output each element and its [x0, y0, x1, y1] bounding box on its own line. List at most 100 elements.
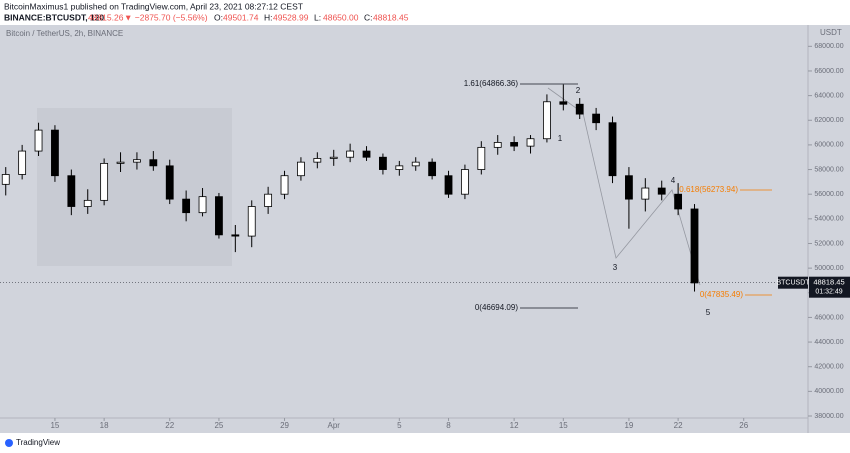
candle-body	[625, 175, 633, 200]
wave-line	[547, 87, 701, 286]
wave-label: 1	[558, 134, 563, 143]
candle-body	[690, 208, 699, 284]
ohlc-value: 49501.74	[223, 12, 259, 22]
y-tick-label: 38000.00	[814, 413, 843, 420]
candle-body	[543, 101, 551, 140]
candle-body	[510, 142, 519, 147]
y-tick-label: 64000.00	[814, 92, 843, 99]
candle-body	[674, 193, 683, 210]
y-tick-label: 68000.00	[814, 43, 843, 50]
candle-body	[329, 156, 338, 159]
y-tick-label: 54000.00	[814, 216, 843, 223]
candle-body	[67, 175, 76, 207]
x-tick-label: 25	[214, 421, 223, 430]
y-tick-label: 40000.00	[814, 388, 843, 395]
symbol-tag-label: BTCUSDT	[776, 280, 810, 287]
wave-label: 4	[671, 176, 676, 185]
x-tick-label: 18	[100, 421, 109, 430]
candle-body	[313, 158, 322, 163]
ohlc-key: C:	[364, 12, 373, 22]
y-tick-label: 62000.00	[814, 117, 843, 124]
candle-body	[1, 174, 10, 185]
x-tick-label: 29	[280, 421, 289, 430]
candle-body	[657, 187, 666, 195]
fib-label: 1.61(64866.36)	[464, 79, 519, 88]
x-tick-label: 12	[510, 421, 519, 430]
wave-label: 2	[576, 86, 581, 95]
fib-label: 0(46694.09)	[475, 303, 518, 312]
candle-body	[461, 169, 469, 195]
symbol-tag	[778, 276, 808, 289]
candle-body	[346, 150, 355, 158]
ohlc-value: 48818.45	[373, 12, 409, 22]
candle-body	[165, 165, 174, 200]
ohlc-key: L:	[314, 12, 321, 22]
y-unit: USDT	[820, 28, 842, 37]
ohlc-key: H:	[264, 12, 273, 22]
price-tag	[809, 276, 850, 298]
x-tick-label: 22	[674, 421, 683, 430]
plot	[1, 84, 699, 292]
candle-body	[362, 150, 371, 158]
countdown: 01:32:49	[815, 289, 842, 296]
ohlc-value: 49528.99	[273, 12, 309, 22]
candle-body	[264, 193, 273, 207]
y-tick-label: 66000.00	[814, 68, 843, 75]
x-tick-label: 8	[446, 421, 451, 430]
x-tick-label: 15	[559, 421, 568, 430]
y-tick-label: 52000.00	[814, 240, 843, 247]
candle-body	[297, 161, 305, 177]
brand: TradingView	[16, 438, 60, 447]
y-tick-label: 44000.00	[814, 339, 843, 346]
candle-body	[198, 196, 207, 214]
symbol: BINANCE:BTCUSDT, 120	[4, 12, 104, 22]
candle-body	[379, 156, 387, 170]
x-tick-label: Apr	[328, 421, 341, 430]
candle-body	[18, 150, 27, 175]
y-tick-label: 46000.00	[814, 314, 843, 321]
candle-body	[182, 198, 191, 214]
wave-label: 3	[613, 263, 618, 272]
candle-body	[477, 146, 486, 170]
x-tick-label: 5	[397, 421, 402, 430]
ohlc-key: O:	[214, 12, 223, 22]
candle-body	[100, 162, 109, 201]
y-tick-label: 42000.00	[814, 364, 843, 371]
x-tick-label: 22	[165, 421, 174, 430]
ohlc-value: 48650.00	[323, 12, 359, 22]
candle-body	[215, 196, 223, 236]
change: ▼ −2875.70 (−5.56%)	[124, 12, 208, 22]
candle-body	[133, 159, 141, 163]
candle-body	[247, 206, 256, 237]
x-tick-label: 19	[624, 421, 633, 430]
fib-label: 0(47835.49)	[700, 290, 743, 299]
fib-label: 0.618(56273.94)	[679, 185, 738, 194]
candle-body	[149, 159, 158, 167]
chart-title: Bitcoin / TetherUS, 2h, BINANCE	[6, 29, 123, 38]
candle-body	[428, 161, 437, 177]
brand-logo	[5, 439, 13, 447]
candle-body	[280, 175, 289, 195]
candle-body	[51, 129, 59, 177]
candle-body	[34, 129, 43, 152]
candle-body	[526, 138, 535, 147]
last: 48815.26	[88, 12, 124, 22]
y-tick-label: 58000.00	[814, 166, 843, 173]
y-tick-label: 60000.00	[814, 142, 843, 149]
candle-body	[395, 165, 404, 170]
range-box	[37, 108, 232, 266]
candle-body	[592, 113, 601, 124]
candle-body	[231, 234, 240, 237]
candle-body	[641, 187, 650, 200]
candle-body	[575, 103, 584, 115]
candle-body	[411, 161, 420, 167]
candle-body	[493, 142, 502, 148]
candle-body	[608, 122, 617, 177]
x-tick-label: 15	[50, 421, 59, 430]
candle-body	[444, 175, 453, 195]
wave-label: 5	[706, 308, 711, 317]
candle-body	[83, 199, 92, 207]
candle-body	[559, 101, 568, 105]
x-tick-label: 26	[739, 421, 748, 430]
